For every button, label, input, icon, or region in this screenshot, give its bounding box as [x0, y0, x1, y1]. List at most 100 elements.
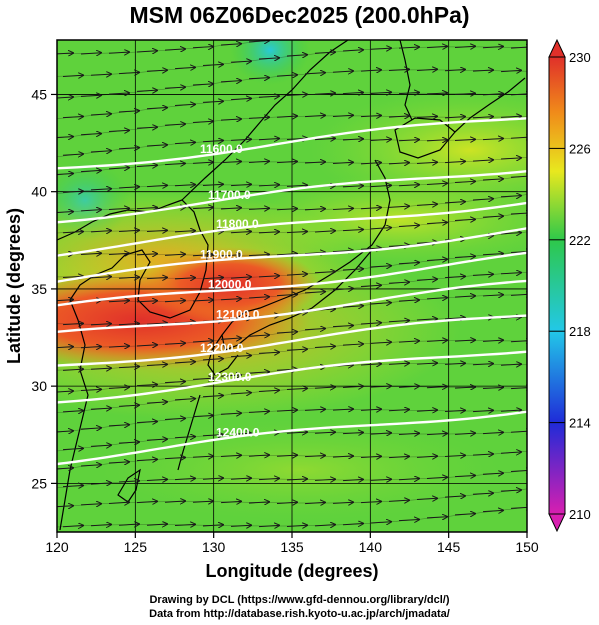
- wind-arrow: [360, 364, 381, 365]
- wind-arrow: [118, 324, 139, 325]
- wind-arrow: [118, 72, 139, 73]
- wind-arrow: [136, 208, 157, 209]
- wind-arrow: [220, 208, 241, 209]
- wind-arrow: [332, 502, 353, 503]
- wind-arrow: [360, 501, 381, 502]
- sakhalin-coast: [399, 40, 413, 121]
- russia-coast: [181, 40, 349, 201]
- wind-arrow: [304, 252, 325, 253]
- wind-arrow: [416, 498, 437, 499]
- wind-arrow: [314, 52, 335, 53]
- wind-arrow: [370, 228, 391, 229]
- wind-arrow: [248, 41, 269, 42]
- wind-arrow: [370, 303, 391, 304]
- wind-arrow: [370, 139, 391, 140]
- wind-arrow: [220, 81, 241, 82]
- contour-label: 11900.0: [200, 248, 243, 262]
- wind-arrow: [192, 207, 213, 208]
- wind-arrow: [57, 347, 73, 348]
- wind-arrow: [248, 78, 269, 79]
- wind-arrow: [90, 525, 111, 526]
- wind-arrow: [370, 92, 391, 93]
- wind-arrow: [332, 208, 353, 209]
- wind-arrow: [454, 139, 475, 140]
- wind-arrow: [57, 97, 73, 98]
- wind-arrow: [360, 323, 381, 324]
- x-tick-label: 130: [202, 539, 226, 555]
- wind-arrow: [248, 502, 269, 503]
- wind-arrow: [304, 162, 325, 163]
- wind-arrow: [342, 92, 363, 93]
- wind-arrow: [370, 185, 391, 186]
- wind-arrow: [258, 276, 279, 277]
- wind-arrow: [258, 138, 279, 139]
- wind-arrow: [286, 138, 307, 139]
- wind-arrow: [90, 445, 111, 446]
- wind-arrow: [286, 274, 307, 275]
- wind-arrow: [57, 300, 73, 301]
- contour-line: [57, 117, 527, 170]
- wind-arrow: [332, 162, 353, 163]
- wind-arrow: [398, 386, 419, 387]
- wind-arrow: [332, 456, 353, 457]
- wind-arrow: [360, 115, 381, 116]
- wind-arrow: [314, 387, 335, 388]
- wind-arrow: [220, 44, 241, 45]
- wind-arrow: [286, 388, 307, 389]
- wind-arrow: [202, 359, 223, 360]
- wind-arrow: [258, 352, 279, 353]
- wind-arrow: [398, 185, 419, 186]
- wind-arrow: [426, 477, 447, 478]
- wind-arrow: [360, 409, 381, 410]
- wind-arrow: [304, 409, 325, 410]
- wind-arrow: [454, 93, 475, 94]
- wind-arrow: [426, 140, 447, 141]
- wind-arrow: [510, 47, 527, 48]
- wind-arrow: [444, 318, 465, 319]
- wind-arrow: [108, 52, 129, 53]
- wind-arrow: [90, 74, 111, 75]
- wind-arrow: [57, 53, 73, 54]
- wind-arrow: [304, 73, 325, 74]
- wind-arrow: [108, 130, 129, 131]
- wind-arrow: [416, 319, 437, 320]
- wind-arrow: [286, 55, 307, 56]
- wind-arrow: [248, 372, 269, 373]
- wind-arrow: [417, 25, 437, 26]
- wind-arrow: [426, 46, 447, 47]
- wind-arrow: [164, 254, 185, 255]
- wind-arrow: [118, 187, 139, 188]
- wind-arrow: [332, 71, 353, 72]
- wind-arrow: [304, 455, 325, 456]
- wind-arrow: [62, 75, 83, 76]
- x-axis-ticks: 120 125 130 135 140 145 150: [45, 532, 539, 555]
- wind-arrow: [482, 473, 503, 474]
- wind-arrow: [500, 70, 521, 71]
- wind-arrow: [332, 250, 353, 251]
- wind-arrow: [444, 496, 465, 497]
- wind-arrow: [426, 298, 447, 299]
- wind-arrow: [510, 213, 527, 214]
- wind-arrow: [388, 69, 409, 70]
- wind-arrow: [360, 208, 381, 209]
- contour-label: 11700.0: [208, 188, 251, 202]
- wind-arrow: [416, 456, 437, 457]
- wind-arrow: [510, 341, 527, 342]
- wind-arrow: [108, 208, 129, 209]
- wind-arrow: [370, 433, 391, 434]
- wind-arrow: [482, 47, 503, 48]
- wind-arrow: [360, 70, 381, 71]
- wind-arrow: [314, 525, 335, 526]
- wind-arrow: [426, 259, 447, 260]
- wind-arrow: [146, 277, 167, 278]
- wind-arrow: [202, 64, 223, 65]
- wind-arrow: [388, 321, 409, 322]
- contour-line: [57, 170, 527, 224]
- wind-arrow: [90, 231, 111, 232]
- wind-arrow: [314, 231, 335, 232]
- wind-arrow: [416, 279, 437, 280]
- y-axis-ticks: 25 30 35 40 45: [31, 86, 57, 491]
- wind-arrow: [62, 411, 83, 412]
- wind-arrow: [342, 306, 363, 307]
- wind-arrow: [482, 387, 503, 388]
